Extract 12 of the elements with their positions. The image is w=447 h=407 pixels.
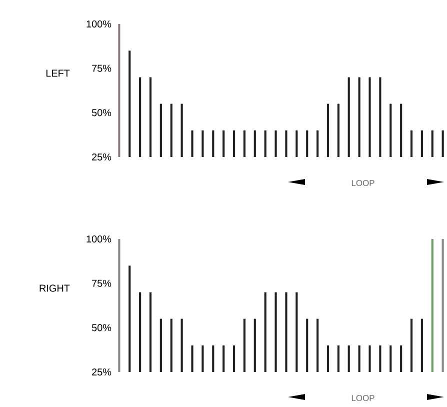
y-tick-label: 75% <box>92 280 112 287</box>
y-tick-label: 25% <box>92 153 112 161</box>
text: LOOP <box>352 180 374 186</box>
y-tick-label: 75% <box>92 64 112 72</box>
y-axis-title: RIGHT <box>40 284 70 292</box>
y-axis-title: LEFT <box>46 70 70 77</box>
text: LOOP <box>352 395 374 401</box>
y-tick-label: 25% <box>92 368 112 376</box>
y-tick-label: 50% <box>92 324 112 332</box>
y-tick-label: 100% <box>86 235 112 243</box>
y-tick-label: 50% <box>92 109 112 116</box>
y-tick-label: 100% <box>86 20 112 28</box>
